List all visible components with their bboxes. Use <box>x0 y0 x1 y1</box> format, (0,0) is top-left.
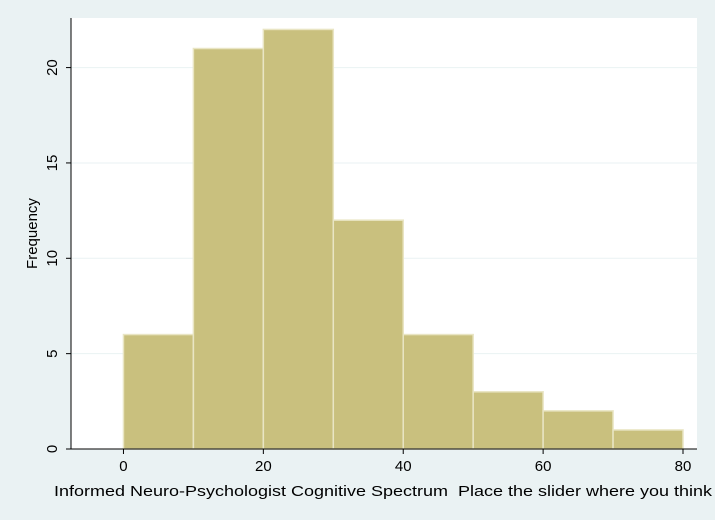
histogram-bar <box>542 410 614 450</box>
y-tick-label: 20 <box>44 59 61 76</box>
x-tick-label: 20 <box>255 458 272 475</box>
y-tick-label: 15 <box>44 155 61 172</box>
x-axis-title: Informed Neuro-Psychologist Cognitive Sp… <box>54 483 713 500</box>
histogram-bar <box>122 333 195 450</box>
x-tick-label: 40 <box>395 458 412 475</box>
axes <box>70 18 697 450</box>
x-tick-label: 60 <box>535 458 552 475</box>
x-tick-label: 0 <box>119 458 127 475</box>
histogram-bar <box>262 28 335 450</box>
x-tick-label: 80 <box>675 458 692 475</box>
histogram-bar <box>612 429 684 450</box>
y-ticks: 0 5 10 15 20 <box>44 59 71 453</box>
y-tick-label: 10 <box>44 250 61 267</box>
y-tick-label: 5 <box>44 349 61 357</box>
y-tick-label: 0 <box>44 445 61 453</box>
histogram-bar <box>402 333 474 450</box>
bars <box>122 28 684 450</box>
histogram-bar <box>192 47 265 450</box>
histogram-bar <box>332 219 404 450</box>
y-axis-title: Frequency <box>24 198 41 269</box>
x-ticks: 0 20 40 60 80 <box>119 449 691 475</box>
histogram-bar <box>472 391 544 450</box>
